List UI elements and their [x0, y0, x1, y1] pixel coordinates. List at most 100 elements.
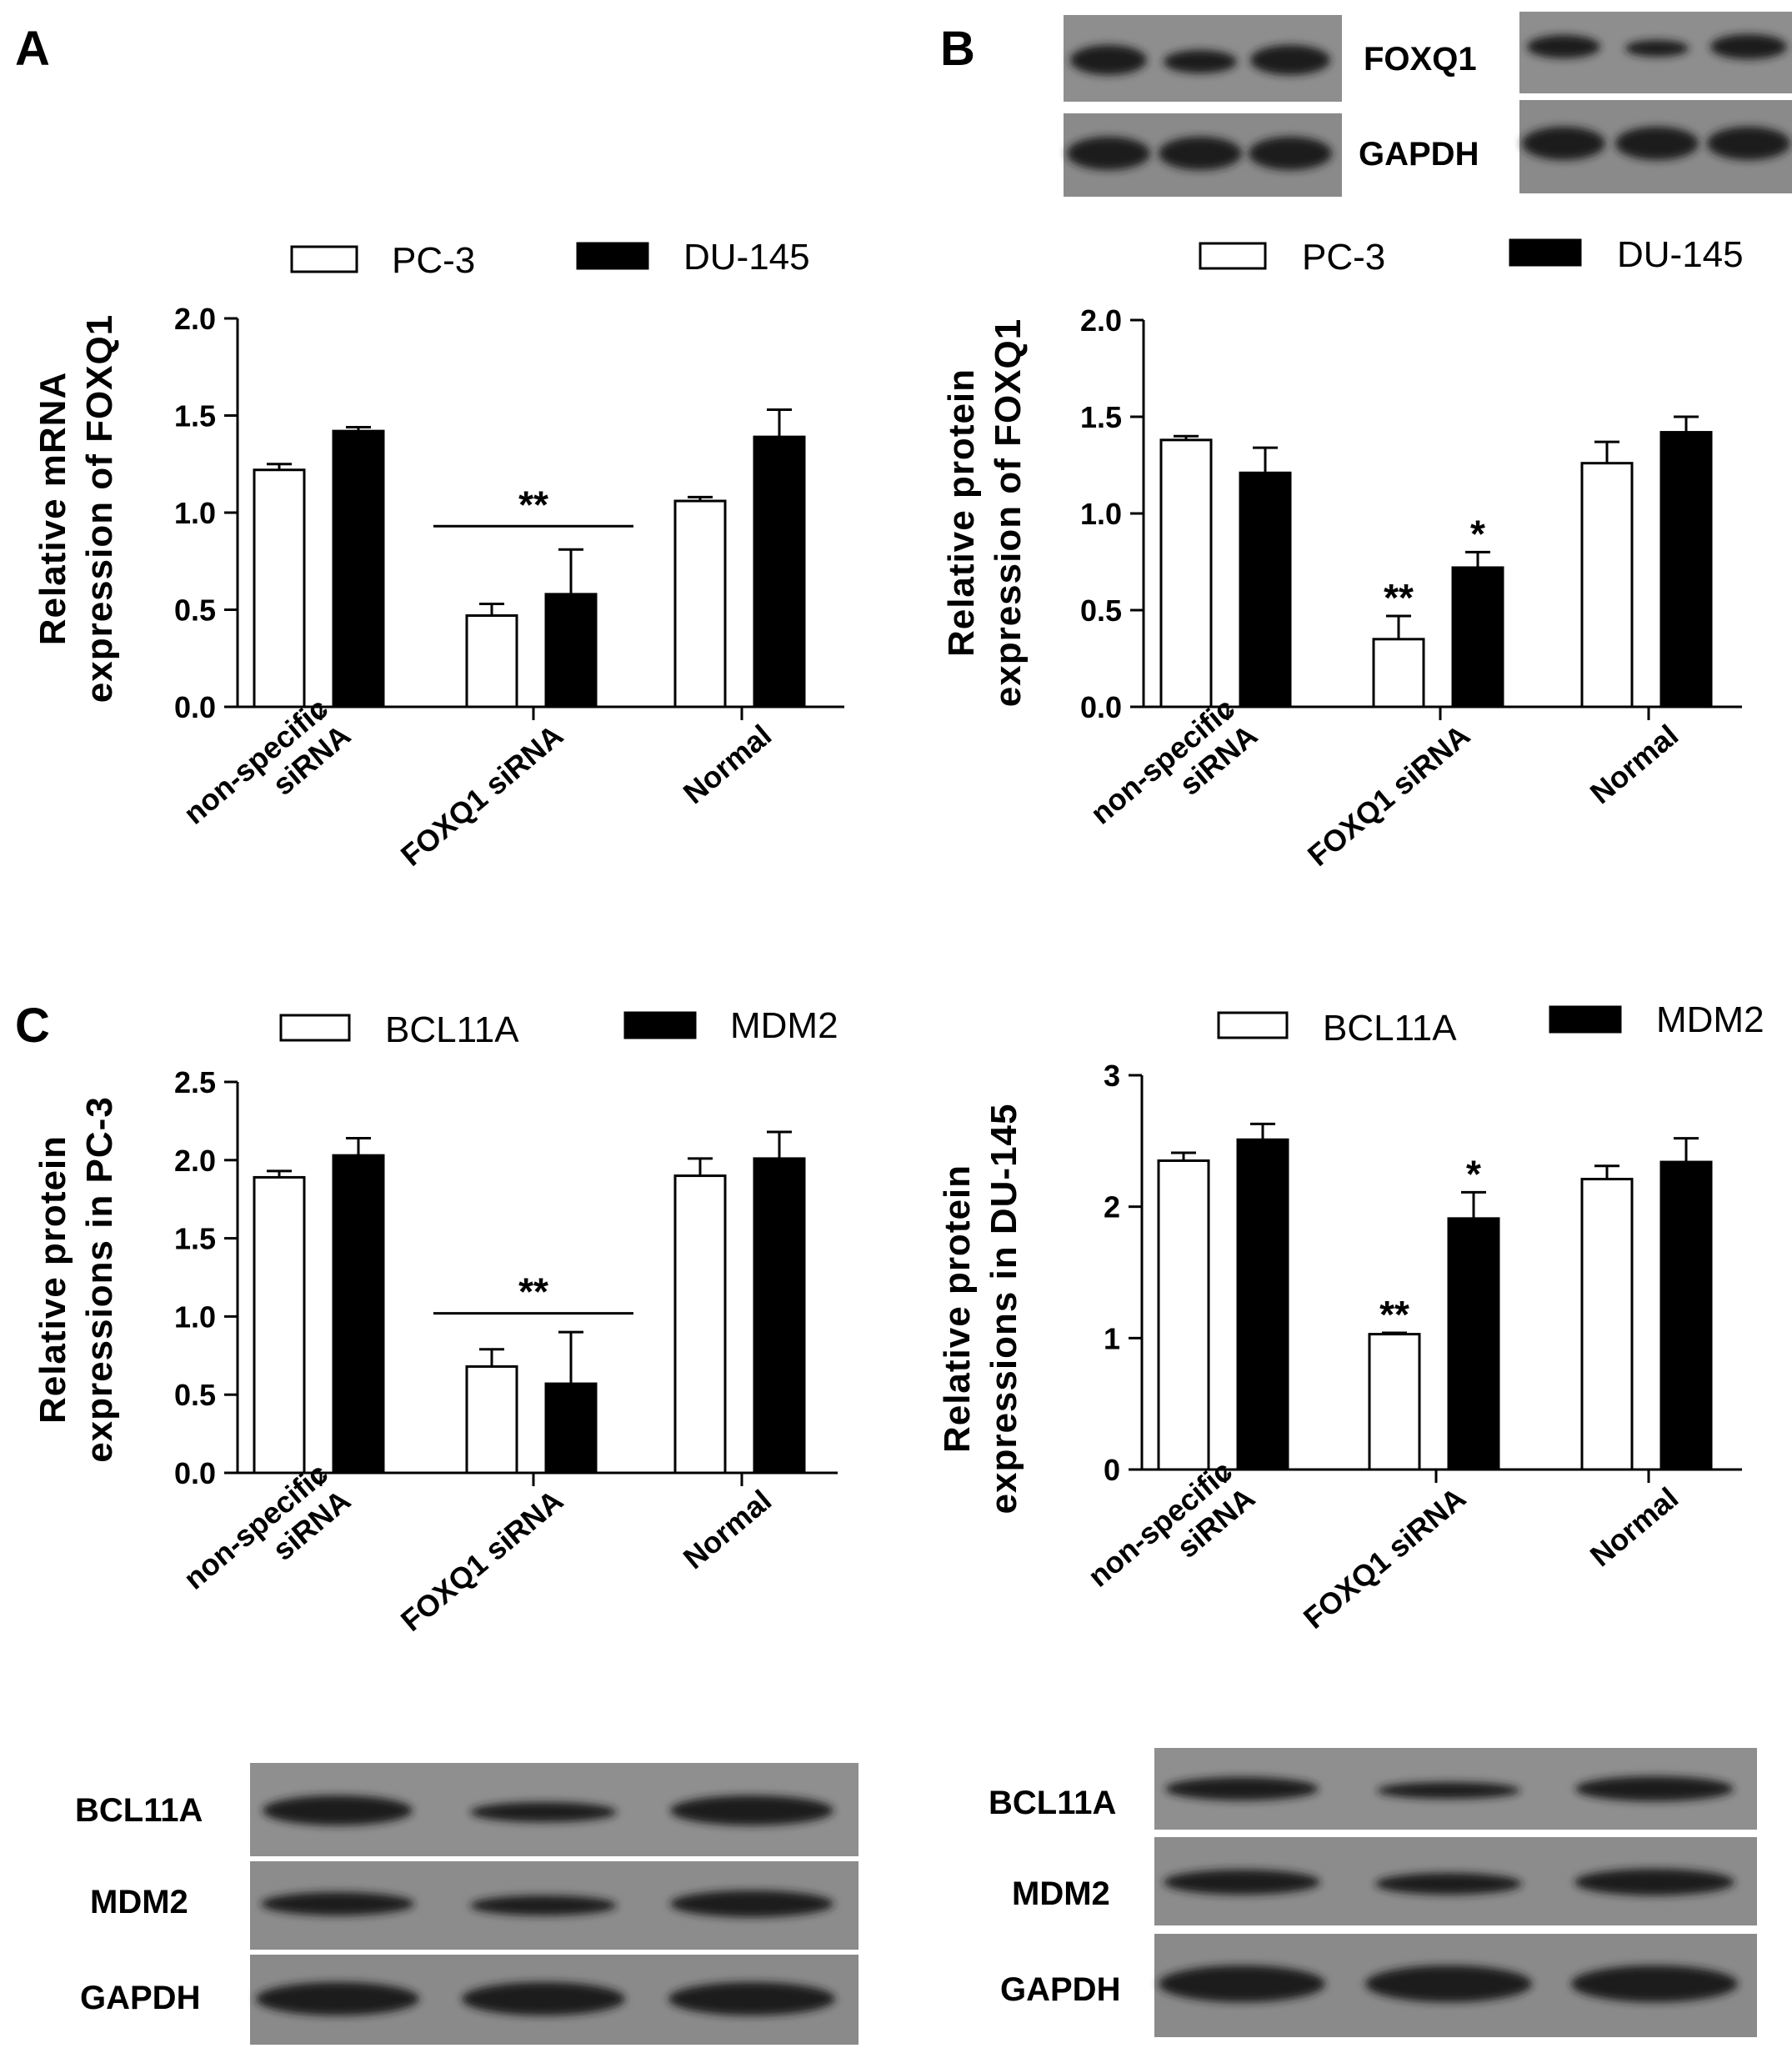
bar [1372, 638, 1425, 709]
x-tick-label: Normal [677, 1483, 778, 1575]
blot-c-right [1154, 1748, 1757, 2037]
significance-marker: ** [1379, 1293, 1409, 1336]
legend-swatch-du145 [1509, 238, 1582, 267]
bar [465, 1364, 518, 1475]
bar [544, 1382, 598, 1475]
legend-swatch-du145 [576, 242, 649, 270]
y-tick-label: 0.0 [174, 1456, 216, 1490]
y-tick-label: 1.0 [174, 496, 216, 530]
y-tick-label: 1.0 [1080, 497, 1122, 531]
y-tick-label: 1.5 [174, 1222, 216, 1256]
bar [544, 593, 598, 709]
bar [1659, 1160, 1713, 1471]
legend-label-mdm2: MDM2 [1656, 999, 1764, 1040]
bar [1159, 438, 1213, 709]
blot-c-right-label-mdm2: MDM2 [1012, 1875, 1110, 1912]
blot-c-left-label-gapdh: GAPDH [80, 1980, 200, 2016]
chart-b-legend: PC-3 DU-145 [1199, 234, 1744, 278]
y-tick-label: 2.0 [174, 1144, 216, 1178]
chart-a-legend: PC-3 DU-145 [290, 237, 810, 281]
blot-b-right [1519, 12, 1792, 193]
y-tick-label: 2.0 [1080, 303, 1122, 338]
legend-label-du145: DU-145 [683, 237, 810, 278]
bar [1447, 1217, 1500, 1471]
bar [1659, 431, 1713, 709]
x-tick-label-group: FOXQ1 siRNA [1301, 718, 1476, 873]
bar [1368, 1333, 1421, 1471]
y-tick-label: 3 [1104, 1059, 1120, 1093]
bar [673, 1174, 727, 1475]
legend-swatch-mdm2 [623, 1011, 697, 1039]
x-tick-label: FOXQ1 siRNA [1301, 718, 1476, 873]
y-tick-label: 0.5 [174, 1378, 216, 1412]
significance-marker: ** [1384, 576, 1414, 619]
chart-c-left: Relative protein expressions in PC-3 0.0… [33, 1005, 838, 1638]
bar [253, 1175, 306, 1475]
legend-label-du145: DU-145 [1617, 234, 1744, 275]
x-tick-label: FOXQ1 siRNA [1297, 1480, 1472, 1635]
y-tick-label: 2 [1104, 1190, 1120, 1224]
x-tick-label: Normal [1584, 718, 1684, 810]
chart-a-ylabel-line1: Relative mRNA [33, 372, 73, 645]
blot-c-left [250, 1763, 858, 2045]
chart-c-right-ylabel-line2: expressions in DU-145 [984, 1104, 1024, 1515]
x-tick-label-group: Normal [1584, 1480, 1684, 1573]
blot-b-label-gapdh: GAPDH [1359, 136, 1479, 173]
y-tick-label: 1.5 [174, 399, 216, 433]
bar [1157, 1159, 1210, 1471]
blot-c-right-label-gapdh: GAPDH [1000, 1971, 1120, 2008]
bar [1236, 1138, 1289, 1471]
x-tick-label-group: FOXQ1 siRNA [1297, 1480, 1472, 1635]
legend-swatch-bcl11a [279, 1014, 351, 1042]
bar [332, 429, 385, 709]
chart-a-ylabel-line2: expression of FOXQ1 [79, 314, 120, 703]
chart-c-right-legend: BCL11A MDM2 [1217, 999, 1764, 1049]
legend-swatch-pc3 [290, 245, 358, 273]
x-tick-label-group: Normal [677, 718, 778, 810]
legend-label-bcl11a: BCL11A [1323, 1008, 1457, 1049]
y-tick-label: 1 [1104, 1321, 1120, 1355]
blot-b-label-foxq1: FOXQ1 [1364, 41, 1477, 78]
chart-a: Relative mRNA expression of FOXQ1 0.0 0.5… [33, 237, 844, 873]
y-tick-label: 2.0 [174, 302, 216, 336]
y-tick-label: 0 [1104, 1453, 1120, 1487]
y-tick-label: 1.0 [174, 1299, 216, 1334]
chart-c-right: Relative protein expressions in DU-145 0… [937, 999, 1764, 1635]
legend-swatch-bcl11a [1217, 1011, 1289, 1039]
legend-swatch-mdm2 [1549, 1005, 1622, 1034]
y-tick-label: 0.0 [174, 690, 216, 724]
y-tick-label: 0.5 [1080, 593, 1122, 628]
x-tick-label: Normal [677, 718, 778, 810]
y-tick-label: 2.5 [174, 1065, 216, 1099]
bar [332, 1154, 385, 1475]
significance-marker: ** [518, 1270, 548, 1314]
bar [253, 468, 306, 709]
blot-c-left-label-mdm2: MDM2 [90, 1884, 188, 1920]
blot-c-right-label-bcl11a: BCL11A [989, 1785, 1116, 1821]
y-tick-label: 1.5 [1080, 400, 1122, 434]
x-tick-label-group: FOXQ1 siRNA [394, 1483, 569, 1638]
x-tick-label-group: FOXQ1 siRNA [394, 718, 569, 873]
legend-swatch-pc3 [1199, 242, 1267, 270]
legend-label-pc3: PC-3 [1302, 237, 1385, 278]
significance-marker: * [1470, 512, 1485, 555]
x-tick-label-group: Normal [1584, 718, 1684, 810]
blot-c-left-label-bcl11a: BCL11A [75, 1792, 203, 1829]
significance-marker: ** [518, 483, 548, 526]
y-tick-label: 0.5 [174, 593, 216, 628]
chart-c-right-ylabel-line1: Relative protein [937, 1164, 978, 1453]
blot-b-left [1064, 15, 1342, 197]
chart-c-left-legend: BCL11A MDM2 [279, 1005, 838, 1050]
panel-letter-b: B [940, 22, 975, 76]
x-tick-label: FOXQ1 siRNA [394, 718, 569, 873]
bar [753, 435, 806, 709]
legend-label-mdm2: MDM2 [730, 1005, 838, 1046]
bar [753, 1157, 806, 1475]
bar [673, 499, 727, 709]
x-tick-label: FOXQ1 siRNA [394, 1483, 569, 1638]
y-tick-label: 0.0 [1080, 690, 1122, 724]
bar [1451, 566, 1504, 709]
x-tick-label-group: Normal [677, 1483, 778, 1575]
chart-c-left-ylabel-line1: Relative protein [33, 1135, 73, 1424]
